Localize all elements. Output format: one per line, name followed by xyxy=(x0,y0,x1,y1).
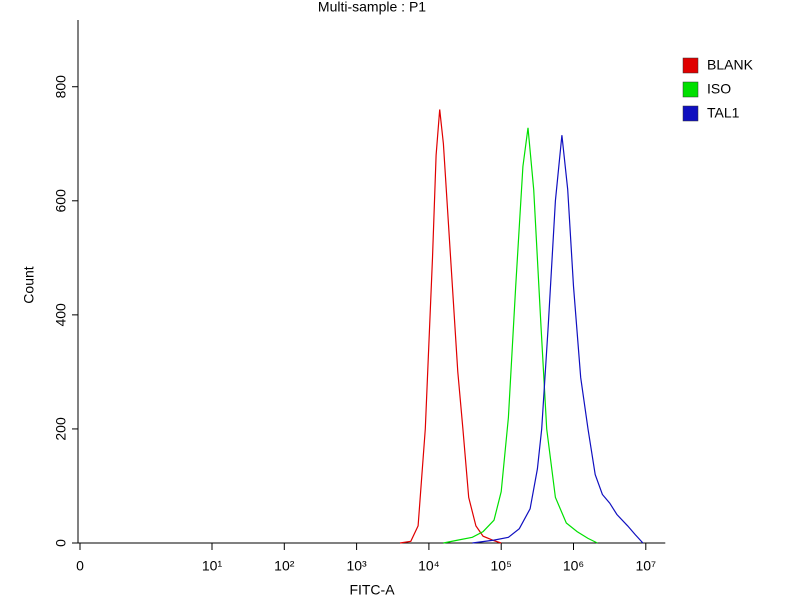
legend-swatch xyxy=(682,57,699,74)
series-line xyxy=(472,135,644,544)
legend-swatch xyxy=(682,105,699,122)
chart-title: Multi-sample : P1 xyxy=(318,0,426,15)
legend-label: TAL1 xyxy=(707,105,740,121)
y-tick-label: 200 xyxy=(53,417,69,441)
x-tick-label: 10⁷ xyxy=(635,558,656,574)
series-line xyxy=(399,109,502,544)
x-tick-label: 0 xyxy=(76,558,84,574)
y-tick-label: 600 xyxy=(53,189,69,213)
x-tick-label: 10⁶ xyxy=(563,558,584,574)
series-line xyxy=(443,127,598,544)
legend-label: ISO xyxy=(707,81,731,97)
y-tick-label: 400 xyxy=(53,303,69,327)
y-tick-label: 800 xyxy=(53,75,69,99)
legend-swatch xyxy=(682,81,699,98)
x-tick-label: 10¹ xyxy=(202,558,223,574)
legend-label: BLANK xyxy=(707,57,754,73)
y-tick-label: 0 xyxy=(53,539,69,547)
x-tick-label: 10² xyxy=(274,558,295,574)
y-axis-label: Count xyxy=(21,266,37,303)
x-tick-label: 10³ xyxy=(346,558,367,574)
x-tick-label: 10⁵ xyxy=(491,558,512,574)
x-tick-label: 10⁴ xyxy=(418,558,440,574)
x-axis-label: FITC-A xyxy=(349,582,395,598)
